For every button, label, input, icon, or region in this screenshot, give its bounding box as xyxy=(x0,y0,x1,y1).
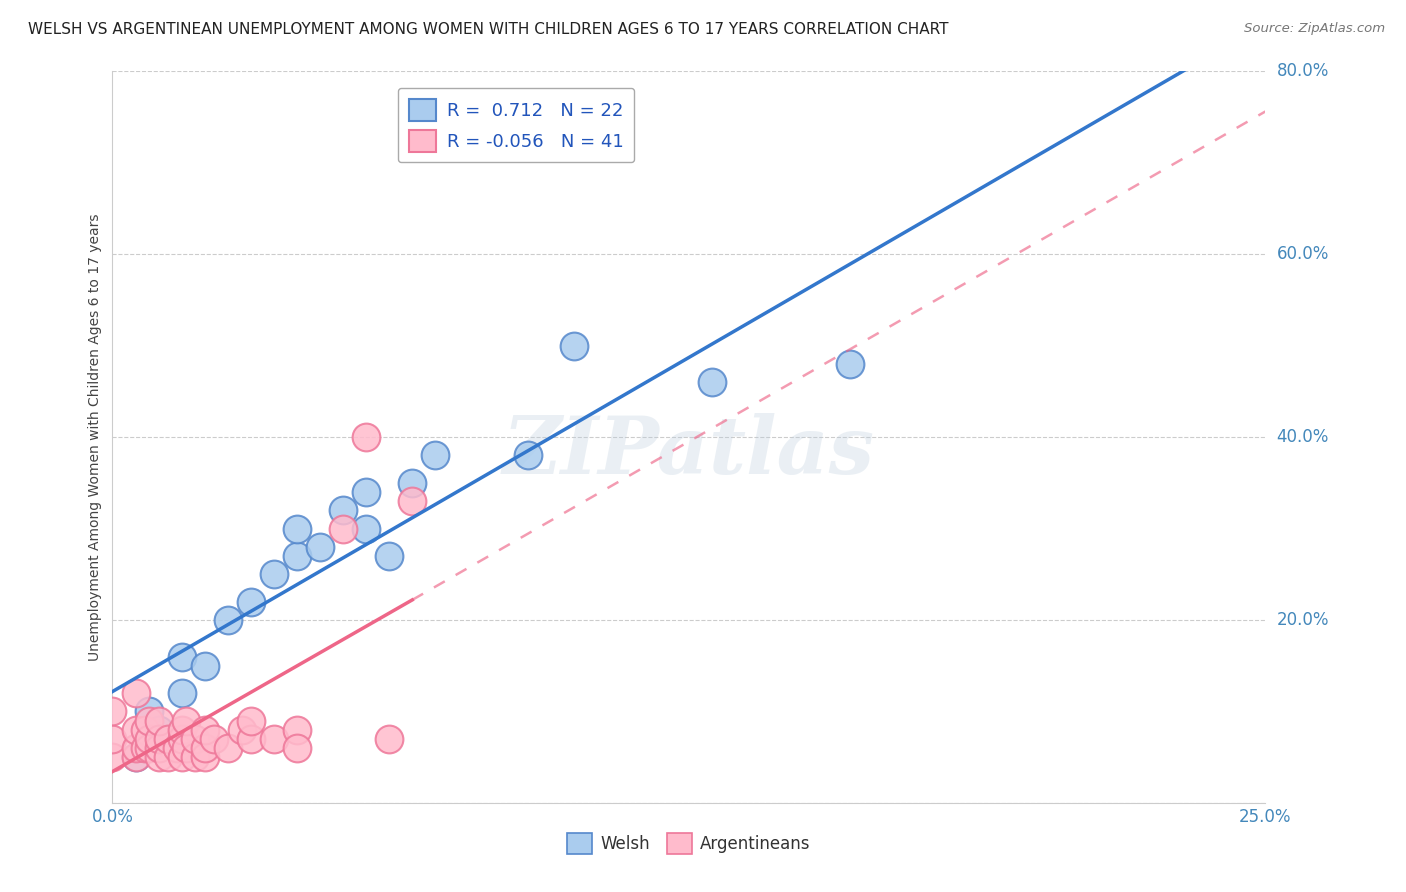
Point xyxy=(378,549,401,563)
Point xyxy=(170,723,193,737)
Point xyxy=(148,714,170,728)
Point xyxy=(194,658,217,673)
Point xyxy=(285,521,308,535)
Point xyxy=(124,686,146,700)
Point xyxy=(285,723,308,737)
Point xyxy=(239,731,262,746)
Point xyxy=(332,521,354,535)
Point xyxy=(184,750,207,764)
Point xyxy=(170,649,193,664)
Text: 20.0%: 20.0% xyxy=(1277,611,1329,629)
Point xyxy=(148,723,170,737)
Point xyxy=(231,723,253,737)
Point xyxy=(148,750,170,764)
Point xyxy=(184,731,207,746)
Point xyxy=(170,686,193,700)
Point xyxy=(354,485,377,500)
Point xyxy=(401,494,423,508)
Point xyxy=(170,731,193,746)
Point xyxy=(425,448,447,462)
Point xyxy=(378,731,401,746)
Point xyxy=(263,731,285,746)
Point xyxy=(124,750,146,764)
Point xyxy=(148,731,170,746)
Point xyxy=(354,521,377,535)
Point xyxy=(124,723,146,737)
Text: ZIPatlas: ZIPatlas xyxy=(503,413,875,491)
Point xyxy=(156,731,179,746)
Point xyxy=(516,448,538,462)
Point xyxy=(401,475,423,490)
Point xyxy=(194,723,217,737)
Point xyxy=(174,714,197,728)
Point xyxy=(194,740,217,755)
Text: WELSH VS ARGENTINEAN UNEMPLOYMENT AMONG WOMEN WITH CHILDREN AGES 6 TO 17 YEARS C: WELSH VS ARGENTINEAN UNEMPLOYMENT AMONG … xyxy=(28,22,949,37)
Point xyxy=(174,740,197,755)
Point xyxy=(839,357,862,371)
Text: 80.0%: 80.0% xyxy=(1277,62,1329,80)
Text: 60.0%: 60.0% xyxy=(1277,245,1329,263)
Point xyxy=(148,740,170,755)
Point xyxy=(124,750,146,764)
Point xyxy=(134,740,156,755)
Point xyxy=(134,723,156,737)
Point xyxy=(166,740,188,755)
Point xyxy=(194,750,217,764)
Point xyxy=(138,740,160,755)
Point xyxy=(170,750,193,764)
Point xyxy=(202,731,225,746)
Point xyxy=(309,540,332,554)
Legend: Welsh, Argentineans: Welsh, Argentineans xyxy=(561,827,817,860)
Point xyxy=(285,549,308,563)
Text: 40.0%: 40.0% xyxy=(1277,428,1329,446)
Point xyxy=(156,750,179,764)
Point xyxy=(101,731,124,746)
Point xyxy=(101,750,124,764)
Point xyxy=(239,594,262,608)
Point xyxy=(263,567,285,582)
Point xyxy=(332,503,354,517)
Point xyxy=(700,375,723,389)
Y-axis label: Unemployment Among Women with Children Ages 6 to 17 years: Unemployment Among Women with Children A… xyxy=(89,213,103,661)
Point xyxy=(124,740,146,755)
Text: Source: ZipAtlas.com: Source: ZipAtlas.com xyxy=(1244,22,1385,36)
Point xyxy=(239,714,262,728)
Point xyxy=(217,740,239,755)
Point xyxy=(138,714,160,728)
Point xyxy=(217,613,239,627)
Point xyxy=(101,705,124,719)
Point xyxy=(285,740,308,755)
Point xyxy=(354,430,377,444)
Point xyxy=(138,731,160,746)
Point xyxy=(138,705,160,719)
Point xyxy=(562,338,585,352)
